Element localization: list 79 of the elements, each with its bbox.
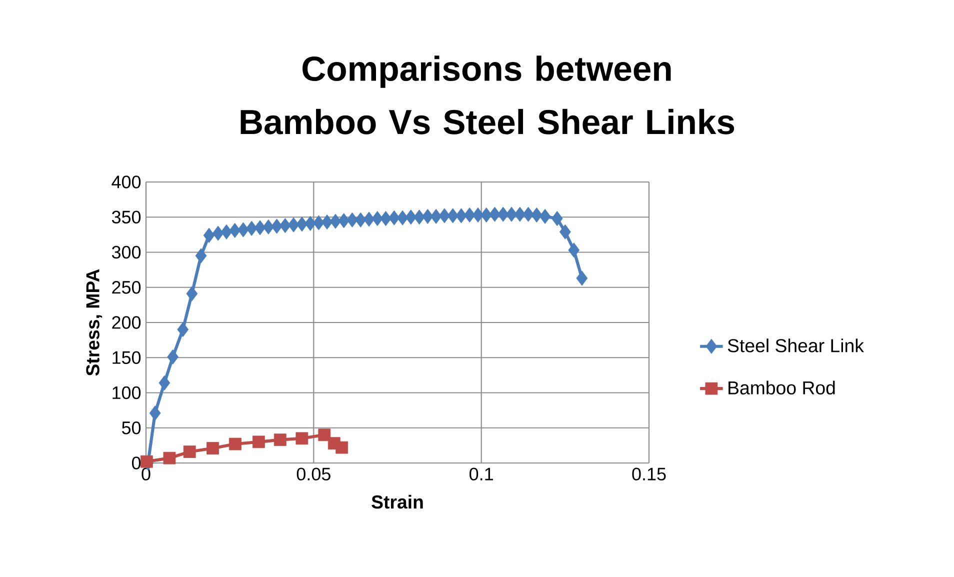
point — [480, 207, 492, 223]
y-tick-label: 150 — [112, 351, 141, 364]
y-tick-label: 50 — [122, 421, 141, 434]
point — [539, 208, 551, 224]
point — [438, 208, 450, 224]
point — [522, 206, 534, 222]
point — [177, 322, 189, 338]
x-tick-label: 0.15 — [632, 468, 666, 480]
x-axis-title: Strain — [372, 494, 423, 509]
y-tick-label: 250 — [112, 280, 141, 294]
y-tick-label: 200 — [112, 316, 141, 329]
x-tick-label: 0.1 — [470, 468, 493, 480]
point — [396, 210, 408, 226]
point — [318, 428, 331, 442]
point — [296, 432, 308, 445]
point — [321, 214, 333, 230]
point — [274, 434, 286, 446]
y-tick-label: 0 — [132, 456, 141, 470]
chart-title: Comparisons between Bamboo Vs Steel Shear Links — [240, 56, 734, 134]
point — [229, 438, 242, 450]
point — [354, 212, 366, 228]
point — [229, 222, 241, 238]
y-tick-label: 400 — [112, 176, 141, 188]
point — [489, 206, 500, 222]
x-tick-label: 0 — [142, 468, 150, 480]
point — [338, 213, 350, 228]
point — [447, 208, 459, 224]
point — [304, 216, 316, 231]
point — [158, 375, 170, 390]
y-axis-title: Stress, MPA — [86, 269, 102, 376]
point — [220, 224, 232, 240]
point — [186, 286, 198, 302]
point — [279, 218, 291, 234]
point — [559, 224, 571, 240]
point — [167, 349, 179, 364]
y-tick-label: 100 — [112, 386, 141, 400]
point — [212, 226, 224, 241]
point — [149, 406, 161, 421]
point — [203, 228, 215, 243]
point — [254, 220, 266, 236]
point — [238, 222, 249, 238]
point — [336, 441, 348, 454]
point — [551, 210, 563, 226]
point — [195, 248, 207, 264]
point — [296, 216, 308, 232]
point — [346, 212, 358, 228]
x-tick-label: 0.05 — [296, 468, 330, 480]
y-tick-label: 350 — [112, 210, 141, 224]
point — [497, 206, 509, 222]
point — [363, 212, 375, 227]
legend-label: Bamboo Rod — [728, 380, 835, 394]
point — [568, 242, 580, 258]
point — [514, 206, 526, 222]
point — [380, 210, 392, 226]
point — [430, 208, 442, 224]
point — [414, 210, 425, 225]
point — [372, 210, 384, 226]
point — [405, 210, 417, 225]
point — [422, 208, 434, 224]
point — [246, 220, 258, 236]
point — [271, 218, 282, 234]
point — [288, 217, 300, 232]
point — [252, 436, 265, 448]
legend-label: Steel Shear Link — [728, 338, 864, 352]
point — [262, 219, 274, 234]
point — [472, 207, 484, 223]
point — [506, 206, 518, 222]
point — [330, 214, 342, 229]
point — [576, 270, 588, 286]
point — [530, 207, 542, 223]
point — [163, 452, 176, 464]
point — [388, 210, 400, 226]
point — [456, 208, 467, 224]
point — [140, 455, 153, 468]
point — [313, 215, 324, 230]
point — [206, 442, 219, 454]
y-tick-label: 300 — [112, 246, 141, 259]
point — [464, 207, 476, 223]
point — [183, 446, 196, 458]
